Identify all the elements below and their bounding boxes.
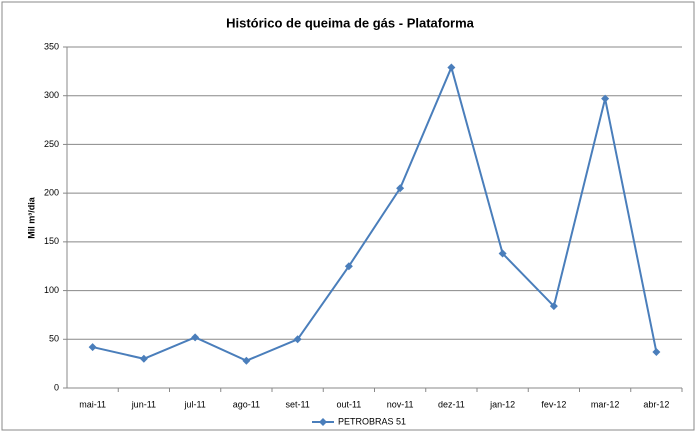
marker [601,94,610,103]
y-tick-label: 100 [44,285,59,295]
marker [191,333,200,342]
y-tick-label: 50 [49,334,59,344]
x-tick-label: mai-11 [79,399,106,409]
legend-marker [319,418,327,426]
marker [396,184,405,193]
x-tick-label: fev-12 [541,399,566,409]
marker [549,302,558,311]
marker [447,63,456,72]
marker [88,343,97,352]
y-tick-label: 300 [44,90,59,100]
y-tick-label: 200 [44,188,59,198]
marker [652,347,661,356]
chart-title: Histórico de queima de gás - Plataforma [226,15,475,30]
y-tick-label: 150 [44,236,59,246]
marker [498,249,507,258]
x-tick-label: dez-11 [438,399,465,409]
marker [139,354,148,363]
x-tick-label: abr-12 [643,399,669,409]
x-tick-label: jul-11 [183,399,205,409]
marker [242,356,251,365]
x-tick-label: out-11 [336,399,361,409]
x-tick-label: jan-12 [489,399,515,409]
y-axis-label: Mil m³/dia [26,196,36,238]
x-tick-label: jun-11 [131,399,156,409]
y-tick-label: 0 [54,382,59,392]
x-tick-label: mar-12 [591,399,620,409]
marker [344,262,353,271]
x-tick-label: ago-11 [233,399,260,409]
x-tick-label: set-11 [285,399,309,409]
y-tick-label: 350 [44,41,59,51]
y-tick-label: 250 [44,139,59,149]
marker [293,335,302,344]
series-line [92,64,658,362]
legend-label: PETROBRAS 51 [338,416,406,426]
x-tick-label: nov-11 [387,399,414,409]
